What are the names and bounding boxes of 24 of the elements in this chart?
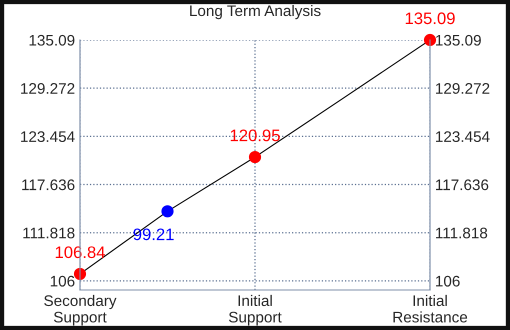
data-label: 106.84 — [56, 246, 106, 258]
y-tick-label: 117.636 — [22, 179, 74, 190]
x-tick-label: Initial Support — [228, 294, 282, 326]
y-tick-label: 123.454 — [21, 131, 75, 142]
data-label: 120.95 — [230, 129, 280, 142]
y2-tick-label: 135.09 — [436, 34, 481, 46]
x-tick-label: Secondary Support — [44, 294, 116, 326]
y2-tick-label: 129.272 — [436, 83, 490, 94]
y-tick-label: 135.09 — [30, 34, 74, 46]
y-tick-label: 129.272 — [21, 83, 74, 94]
y2-tick-label: 111.818 — [436, 228, 488, 238]
point — [161, 205, 174, 218]
y-tick-label: 111.818 — [23, 228, 74, 238]
y2-tick-label: 123.454 — [436, 131, 490, 142]
point — [74, 268, 86, 280]
data-label: 135.09 — [406, 12, 455, 24]
y2-tick-label: 106 — [436, 276, 460, 287]
point — [248, 151, 262, 164]
annotation: 99.21 — [134, 228, 174, 240]
point — [424, 34, 436, 46]
x-tick-label: Initial Resistance — [393, 294, 468, 323]
chart-title: Long Term Analysis — [190, 4, 321, 20]
y2-tick-label: 117.636 — [436, 179, 488, 190]
y-tick-label: 106 — [50, 276, 74, 287]
